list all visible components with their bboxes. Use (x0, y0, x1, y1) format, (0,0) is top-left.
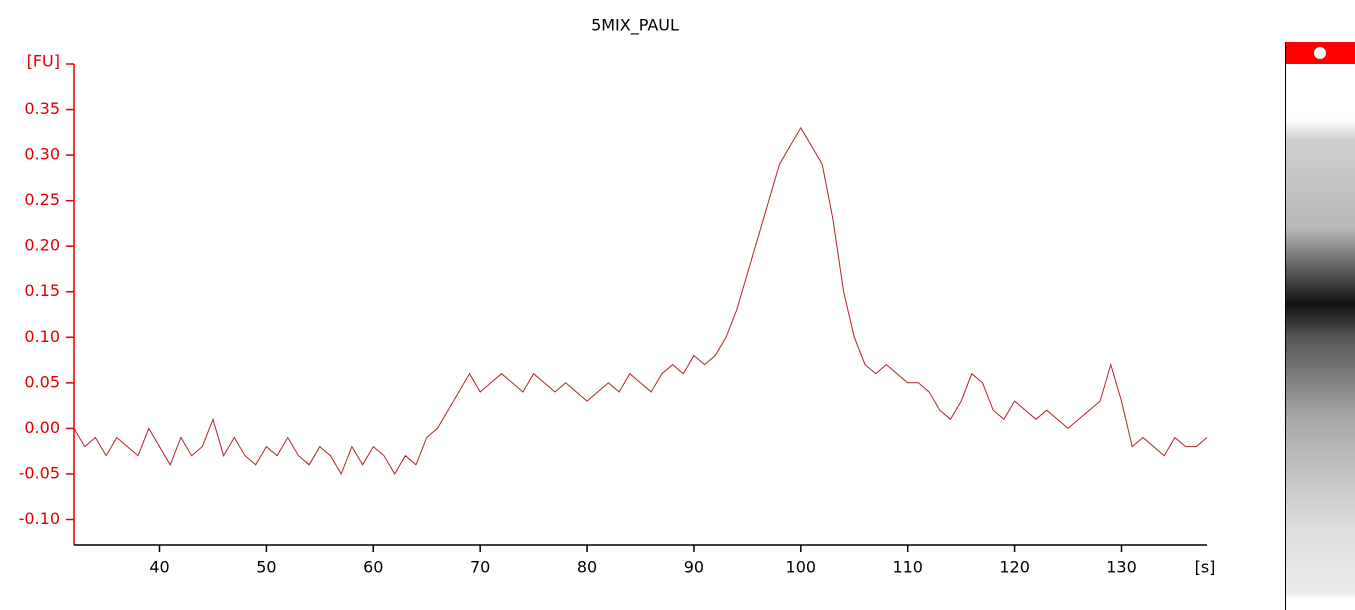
x-tick-label: 80 (577, 558, 597, 577)
y-tick-label: 0.00 (24, 418, 60, 437)
chart-title: 5MIX_PAUL (591, 16, 679, 36)
x-tick-label: 120 (999, 558, 1030, 577)
y-tick-label: 0.10 (24, 327, 60, 346)
x-tick-label: 40 (149, 558, 169, 577)
x-tick-label: 90 (684, 558, 704, 577)
y-tick-label: -0.05 (19, 463, 60, 482)
x-axis-label: [s] (1195, 558, 1216, 577)
y-tick-label: -0.10 (19, 509, 60, 528)
y-tick-label: 0.15 (24, 281, 60, 300)
x-tick-label: 110 (892, 558, 923, 577)
y-tick-label: 0.35 (24, 99, 60, 118)
signal-line (73, 126, 1208, 476)
x-tick-label: 60 (363, 558, 383, 577)
y-axis-label: [FU] (27, 52, 60, 71)
gel-lane (1285, 42, 1355, 610)
x-tick-label: 100 (786, 558, 817, 577)
x-tick-label: 50 (256, 558, 276, 577)
y-tick-label: 0.30 (24, 145, 60, 164)
y-tick-label: 0.25 (24, 190, 60, 209)
x-tick-label: 70 (470, 558, 490, 577)
gel-marker (1314, 47, 1326, 59)
y-tick-label: 0.20 (24, 236, 60, 255)
x-tick-label: 130 (1106, 558, 1137, 577)
y-tick-label: 0.05 (24, 372, 60, 391)
gel-image (1286, 64, 1355, 610)
